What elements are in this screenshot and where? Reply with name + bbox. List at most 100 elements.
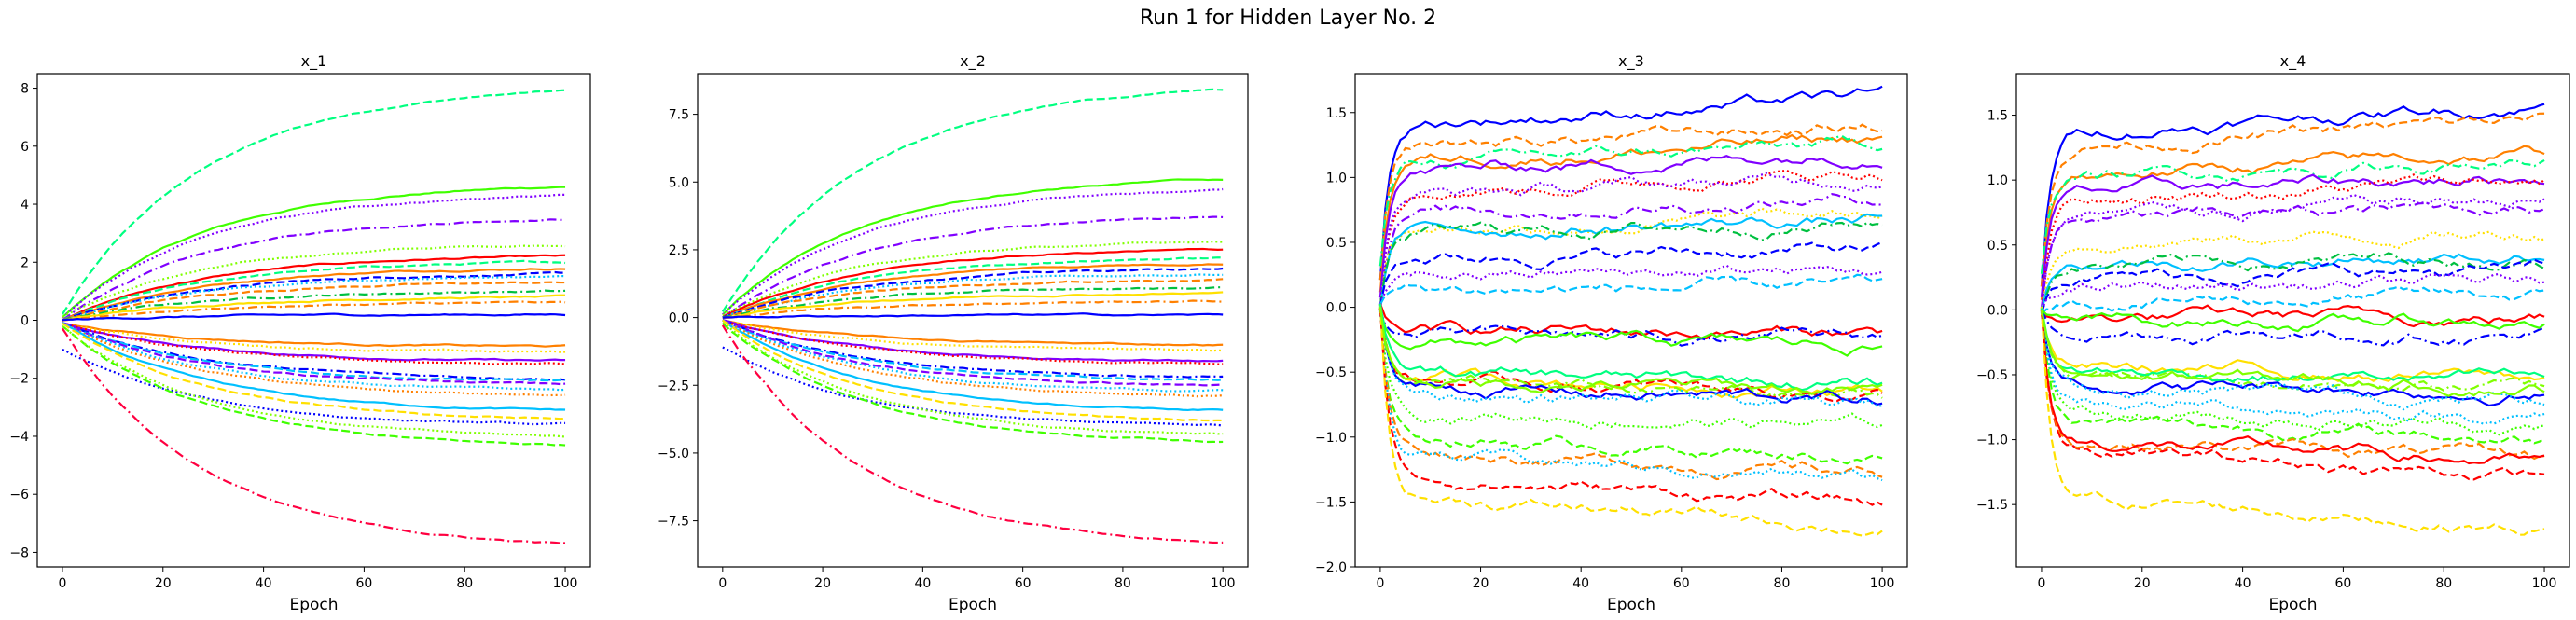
series-line-24	[1378, 308, 1883, 465]
series-line-10	[2040, 253, 2545, 312]
y-tick-label: 0.0	[669, 311, 689, 326]
series-line-7	[2040, 193, 2545, 312]
y-tick-label: 4	[21, 198, 29, 213]
series-line-22	[1378, 304, 1883, 407]
x-tick-label: 100	[1211, 576, 1236, 591]
series-line-29	[722, 322, 1224, 435]
x-tick-label: 0	[58, 576, 66, 591]
subplot-x_1: x_1 0 20 40 60 80 100 −8 −6 −4 −2 0 2 4 6 8 Epoch	[9, 52, 591, 614]
series-line-28	[1378, 304, 1883, 537]
y-tick-label: 0.0	[1987, 303, 2008, 318]
series-line-11	[1378, 221, 1883, 306]
x-tick-label: 40	[256, 576, 272, 591]
x-axis-label: Epoch	[1607, 596, 1655, 614]
series-line-6	[2040, 173, 2545, 310]
series-line-1	[62, 89, 566, 315]
series-line-4	[2040, 158, 2545, 274]
series-line-13	[2040, 272, 2545, 310]
series-line-7	[722, 256, 1224, 320]
series-line-17	[2041, 309, 2545, 333]
y-tick-label: −6	[9, 488, 29, 503]
series-line-2	[1378, 123, 1883, 281]
series-line-19	[722, 319, 1224, 365]
series-line-13	[1378, 264, 1883, 305]
series-line-23	[2040, 307, 2545, 436]
y-tick-label: 1.0	[1326, 171, 1347, 186]
y-tick-label: −2	[9, 372, 29, 387]
series-group	[1378, 85, 1883, 537]
series-line-29	[1378, 303, 1883, 392]
series-line-10	[1378, 213, 1883, 308]
series-group	[2040, 103, 2545, 536]
x-tick-label: 60	[1015, 576, 1032, 591]
series-line-23	[1378, 306, 1883, 430]
series-line-1	[721, 88, 1224, 312]
series-line-7	[1378, 172, 1883, 305]
series-line-8	[722, 263, 1224, 319]
series-line-27	[2040, 308, 2545, 465]
y-tick-label: 5.0	[669, 175, 689, 190]
series-line-28	[2040, 306, 2545, 536]
x-tick-label: 0	[2037, 576, 2045, 591]
series-line-30	[721, 324, 1224, 544]
x-tick-label: 40	[1572, 576, 1589, 591]
series-line-1	[1378, 85, 1883, 280]
series-line-26	[62, 322, 566, 420]
x-tick-label: 20	[2134, 576, 2151, 591]
series-line-4	[722, 215, 1224, 319]
series-line-12	[1378, 241, 1883, 306]
series-line-29	[2040, 308, 2545, 383]
x-axis-label: Epoch	[2268, 596, 2317, 614]
y-tick-label: 1.0	[1987, 173, 2008, 188]
y-tick-label: 0	[21, 314, 29, 329]
y-tick-label: −4	[9, 430, 29, 445]
x-tick-label: 0	[1376, 576, 1384, 591]
y-tick-label: −7.5	[658, 515, 689, 530]
series-line-13	[62, 294, 566, 322]
subplot-x_2: x_2 0 20 40 60 80 100 −7.5 −5.0 −2.5 0.0 2.5 5.0 7.5 E…	[658, 52, 1249, 614]
series-line-8	[1378, 193, 1883, 311]
plot-frame	[36, 73, 591, 568]
series-line-3	[1378, 133, 1883, 293]
series-line-19	[1378, 308, 1883, 403]
y-tick-label: 6	[21, 140, 29, 155]
series-line-30	[1378, 307, 1883, 395]
plot-frame	[2015, 73, 2570, 568]
plot-frame	[697, 73, 1249, 568]
y-tick-label: −0.5	[1315, 365, 1347, 380]
series-line-4	[62, 218, 566, 322]
series-line-9	[2040, 230, 2545, 312]
series-line-5	[62, 244, 566, 318]
x-tick-label: 80	[456, 576, 473, 591]
subplot-title: x_4	[2280, 52, 2306, 71]
series-line-3	[2040, 145, 2545, 300]
figure-title: Run 1 for Hidden Layer No. 2	[1140, 7, 1436, 30]
series-line-4	[1378, 134, 1883, 267]
series-line-2	[2040, 112, 2545, 287]
series-line-28	[722, 323, 1224, 444]
x-axis-label: Epoch	[289, 596, 338, 614]
series-line-28	[62, 325, 566, 447]
x-tick-label: 20	[1473, 576, 1489, 591]
series-line-15	[2041, 304, 2545, 328]
plot-frame	[1354, 73, 1908, 568]
series-line-5	[2040, 173, 2545, 297]
series-line-22	[722, 319, 1224, 387]
y-tick-label: −1.5	[1315, 495, 1347, 510]
series-line-2	[62, 186, 566, 319]
series-line-25	[2040, 310, 2545, 461]
series-line-6	[1378, 169, 1883, 310]
series-group	[62, 89, 566, 544]
series-line-6	[722, 247, 1224, 319]
y-tick-label: 0.0	[1326, 301, 1347, 316]
series-line-27	[1378, 308, 1883, 506]
series-line-17	[62, 322, 566, 353]
series-line-15	[722, 312, 1224, 319]
series-line-27	[722, 346, 1224, 427]
series-line-30	[2040, 309, 2545, 397]
series-line-23	[722, 319, 1224, 393]
series-line-3	[722, 187, 1224, 316]
subplot-x_3: x_3 0 20 40 60 80 100 −2.0 −1.5 −1.0 −0.5 0.0 0.5 1.0…	[1315, 52, 1908, 614]
x-axis-label: Epoch	[949, 596, 997, 614]
series-line-6	[62, 254, 566, 322]
